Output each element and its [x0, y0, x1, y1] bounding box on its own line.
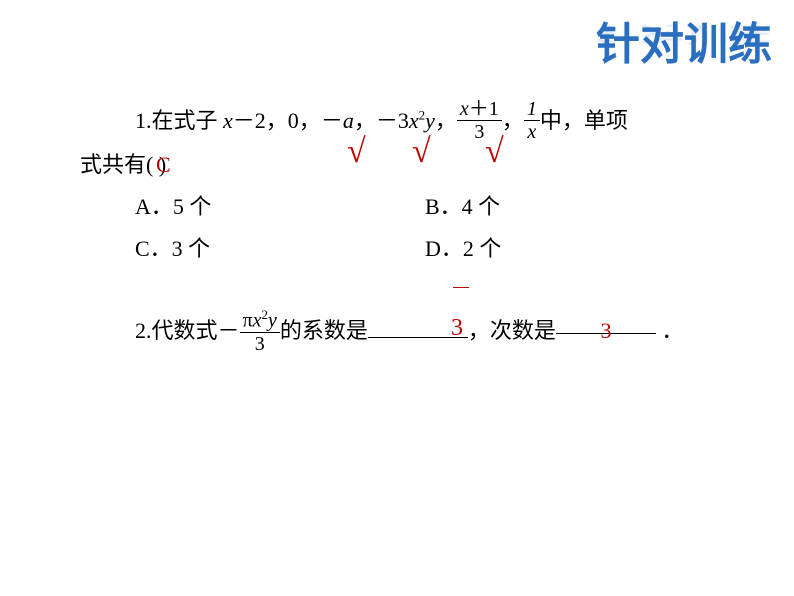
q1-answer: C	[156, 144, 171, 186]
q2-stem-c: ，次数是	[468, 318, 556, 343]
q1-line1: 1.在式子 x－2，0，－a，－3x2y，x＋13，1x中，单项 √ √ √	[135, 100, 720, 144]
q1-e4: －3	[376, 108, 409, 133]
q2-frac-den: 3	[240, 333, 280, 354]
q1-e2: 0，	[288, 108, 321, 133]
q1-number: 1.	[135, 108, 152, 133]
content-area: 1.在式子 x－2，0，－a，－3x2y，x＋13，1x中，单项 √ √ √ 式…	[80, 100, 720, 356]
q1-e3: －	[321, 108, 343, 133]
q1-option-a: A．5 个	[135, 186, 425, 228]
q1-e1b: －2，	[233, 108, 288, 133]
q2-stem-a: 代数式－	[152, 318, 240, 343]
q2-answer1-top	[453, 286, 469, 288]
q2-number: 2.	[135, 318, 152, 343]
q1-stem-prefix: 在式子	[152, 108, 224, 133]
q1-frac6: 1x	[524, 99, 540, 142]
q2-frac-pi: π	[243, 310, 253, 332]
q2-line: 2.代数式－πx2y3的系数是，次数是3 ． 3	[135, 310, 720, 356]
q2-stem-b: 的系数是	[280, 318, 368, 343]
q2-stem-d: ．	[656, 318, 684, 343]
q1-e4b: ，	[435, 108, 457, 133]
q1-f5-num-a: x	[460, 98, 469, 120]
q1-e5b: ，	[502, 108, 524, 133]
q1-line2-text: 式共有( )	[80, 152, 166, 177]
q1-f6-num: 1	[524, 99, 540, 121]
q2-answer1-main: 3	[451, 306, 463, 352]
q2-blank2: 3	[556, 310, 656, 334]
q2-frac-x: x	[253, 310, 262, 332]
q1-line2: 式共有( ) C	[80, 144, 720, 186]
q1-f5-num-b: ＋1	[469, 98, 499, 120]
q1-options-row2: C．3 个 D．2 个	[135, 228, 720, 270]
q1-e1: x	[223, 108, 233, 133]
q1-option-b: B．4 个	[425, 186, 500, 228]
q1-option-d: D．2 个	[425, 228, 501, 270]
header-reflection: 针对训练	[596, 20, 772, 52]
q2-frac-y: y	[268, 310, 277, 332]
q1-f6-den: x	[524, 121, 540, 142]
q1-option-c: C．3 个	[135, 228, 425, 270]
q1-tail: 中，单项	[540, 108, 628, 133]
q1-options-row1: A．5 个 B．4 个	[135, 186, 720, 228]
q2-frac: πx2y3	[240, 308, 280, 354]
q2-answer1-bar	[453, 287, 469, 288]
